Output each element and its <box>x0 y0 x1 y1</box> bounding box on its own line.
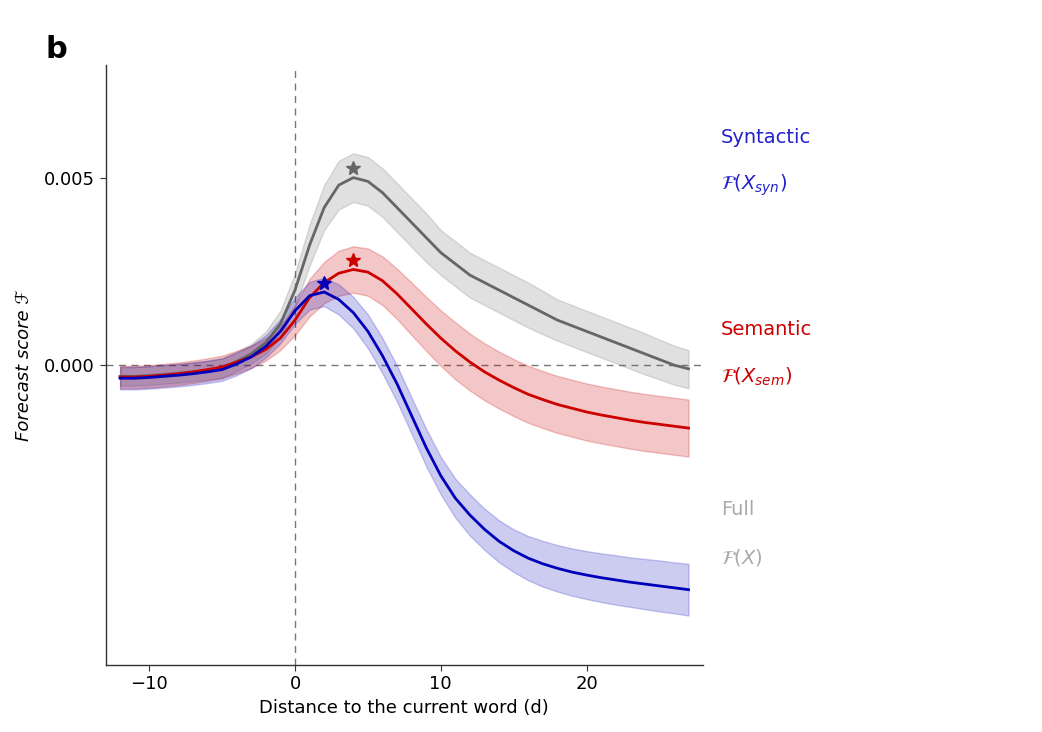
Text: Semantic: Semantic <box>721 320 813 339</box>
Text: b: b <box>46 35 68 64</box>
Text: $\mathcal{F}(X_{\mathregular{syn}})$: $\mathcal{F}(X_{\mathregular{syn}})$ <box>721 172 787 198</box>
Text: $\mathcal{F}(X)$: $\mathcal{F}(X)$ <box>721 547 763 567</box>
Text: Syntactic: Syntactic <box>721 127 812 146</box>
Y-axis label: Forecast score ℱ: Forecast score ℱ <box>15 289 33 441</box>
Text: Full: Full <box>721 499 754 518</box>
Text: $\mathcal{F}(X_{\mathregular{sem}})$: $\mathcal{F}(X_{\mathregular{sem}})$ <box>721 366 792 388</box>
X-axis label: Distance to the current word (d): Distance to the current word (d) <box>259 699 549 717</box>
